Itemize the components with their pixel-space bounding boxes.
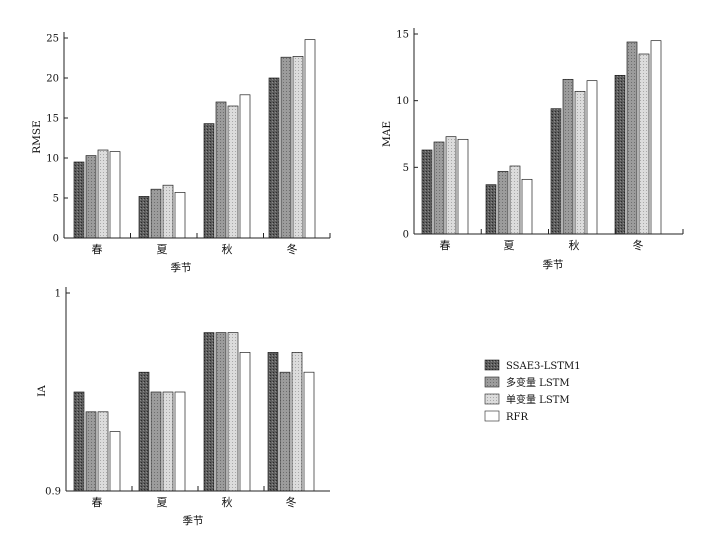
bar [292,56,304,239]
bar [174,391,186,492]
bar [267,352,279,492]
bar [433,141,445,235]
ia-chart: IA 季节 0.9 1 春 夏 秋 冬 [36,287,330,527]
y-tick-label: 0 [403,230,409,241]
legend-swatch [484,393,500,405]
x-tick-label: 秋 [222,242,233,256]
bar [304,39,316,239]
x-tick-label: 春 [92,243,103,256]
bar [626,41,638,235]
bar [150,391,162,492]
bar [73,161,85,239]
y-tick-label: 5 [53,194,59,205]
bar [97,149,109,239]
bar [638,53,650,235]
bar [109,151,121,239]
y-tick-label: 10 [46,154,59,165]
legend-label: 单变量 LSTM [506,393,570,406]
bar [562,78,574,235]
bar [650,40,662,235]
x-tick-label: 春 [440,239,451,252]
bar [509,165,521,235]
rmse-chart: RMSE 季节 0 5 10 15 20 25 春 夏 秋 冬 [31,32,331,274]
mae-chart: MAE 季节 0 5 10 15 春 夏 秋 冬 [381,28,684,271]
ylabel: MAE [381,121,393,147]
legend-item: SSAE3-LSTM1 [484,359,581,372]
bar [268,77,280,239]
y-tick-label: 15 [46,114,59,125]
x-tick-label: 夏 [157,496,168,509]
legend: SSAE3-LSTM1 多变量 LSTM 单变量 LSTM RFR [484,359,581,423]
y-tick-label: 20 [46,74,59,85]
legend-swatch [484,359,500,371]
ylabel: RMSE [31,120,43,154]
x-tick-label: 秋 [222,495,233,509]
y-tick-label: 0 [53,234,59,245]
legend-swatch [484,410,500,422]
bar [227,105,239,239]
bar [586,80,598,235]
bar [279,371,291,492]
y-tick-label: 25 [46,34,59,45]
bar [109,431,121,492]
bar [227,332,239,492]
bar [162,184,174,239]
y-tick-label: 0.9 [45,487,61,498]
y-tick-label: 5 [403,163,409,174]
x-tick-label: 冬 [633,238,644,252]
y-tick-label: 15 [396,30,409,41]
bar [150,188,162,239]
bar [303,371,315,492]
bar [239,94,251,239]
bar [203,332,215,492]
bar [445,136,457,235]
bar [457,138,469,235]
x-tick-label: 春 [92,496,103,509]
x-tick-label: 冬 [286,495,297,509]
bar [73,391,85,492]
bar [203,123,215,239]
legend-label: RFR [506,412,528,423]
bar [574,90,586,235]
bar [614,74,626,235]
bar [138,371,150,492]
ylabel: IA [36,385,48,397]
legend-label: SSAE3-LSTM1 [506,361,581,372]
bar [215,101,227,239]
bar [215,332,227,492]
y-tick-label: 10 [396,96,409,107]
bar [162,391,174,492]
xlabel: 季节 [543,259,564,271]
bar [485,184,497,235]
bar [497,170,509,235]
xlabel: 季节 [171,262,192,274]
legend-label: 多变量 LSTM [506,376,570,389]
legend-item: 多变量 LSTM [484,376,570,389]
x-tick-label: 夏 [504,239,515,252]
bar [85,155,97,239]
bar [239,352,251,492]
bar [550,108,562,235]
x-tick-label: 秋 [569,238,580,252]
bar [97,411,109,492]
bar [521,178,533,235]
bar [421,149,433,235]
y-tick-label: 1 [55,289,61,300]
bar [174,192,186,239]
x-tick-label: 冬 [287,242,298,256]
xlabel: 季节 [183,515,204,527]
bar [138,196,150,239]
legend-swatch [484,376,500,388]
bar [291,352,303,492]
bar [280,56,292,239]
x-tick-label: 夏 [157,243,168,256]
bar [85,411,97,492]
legend-item: 单变量 LSTM [484,393,570,406]
legend-item: RFR [484,410,528,423]
